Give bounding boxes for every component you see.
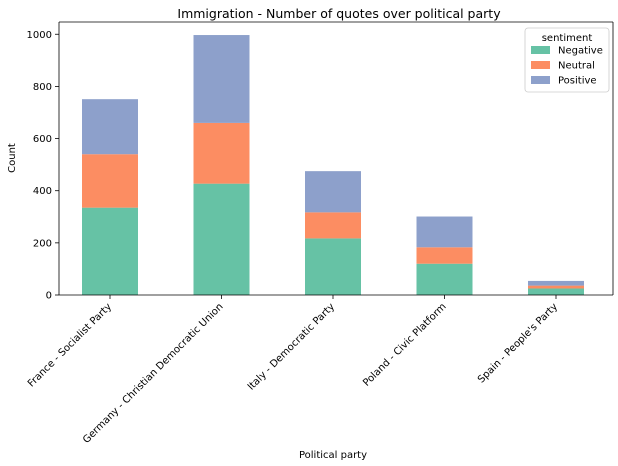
bar-positive-2: [305, 171, 361, 213]
bar-negative-3: [416, 263, 473, 295]
legend-swatch-neutral: [531, 61, 550, 69]
x-tick-label: Germany - Christian Democratic Union: [81, 301, 226, 446]
x-tick-label: Poland - Civic Platform: [361, 301, 448, 388]
bar-neutral-4: [528, 285, 584, 289]
legend-swatch-positive: [531, 76, 550, 84]
y-tick-label: 0: [46, 291, 52, 302]
bar-neutral-0: [82, 154, 138, 208]
bar-neutral-2: [305, 212, 361, 239]
bars-layer: [82, 35, 584, 295]
y-axis-label: Count: [7, 143, 18, 173]
x-axis-label: Political party: [299, 450, 367, 461]
legend-label-neutral: Neutral: [558, 61, 595, 72]
bar-positive-1: [193, 35, 250, 123]
legend-label-positive: Positive: [558, 76, 597, 87]
bar-negative-2: [305, 238, 361, 295]
legend-label-negative: Negative: [558, 46, 603, 57]
axes: [58, 21, 614, 296]
chart-title: Immigration - Number of quotes over poli…: [177, 6, 501, 21]
y-tick-label: 200: [33, 238, 52, 249]
bar-neutral-3: [416, 247, 473, 264]
legend-items: Negative Neutral Positive: [531, 46, 603, 87]
legend: sentiment Negative Neutral Positive: [524, 27, 610, 93]
bar-negative-0: [82, 207, 138, 295]
legend-swatch-negative: [531, 46, 550, 54]
x-tick-label: Spain - People's Party: [476, 301, 560, 385]
bar-negative-1: [193, 183, 250, 295]
x-tick-label: Italy - Democratic Party: [246, 301, 337, 392]
y-tick-label: 400: [33, 186, 52, 197]
y-tick-label: 600: [33, 134, 52, 145]
y-tick-label: 1000: [27, 30, 52, 41]
bar-positive-0: [82, 99, 138, 155]
bar-positive-4: [528, 280, 584, 286]
bar-neutral-1: [193, 122, 250, 184]
bar-positive-3: [416, 216, 473, 248]
bar-negative-4: [528, 288, 584, 295]
legend-title: sentiment: [542, 33, 593, 44]
x-tick-label: France - Socialist Party: [26, 301, 114, 389]
y-tick-label: 800: [33, 82, 52, 93]
y-ticks: 0 200 400 600 800 1000: [27, 30, 59, 302]
